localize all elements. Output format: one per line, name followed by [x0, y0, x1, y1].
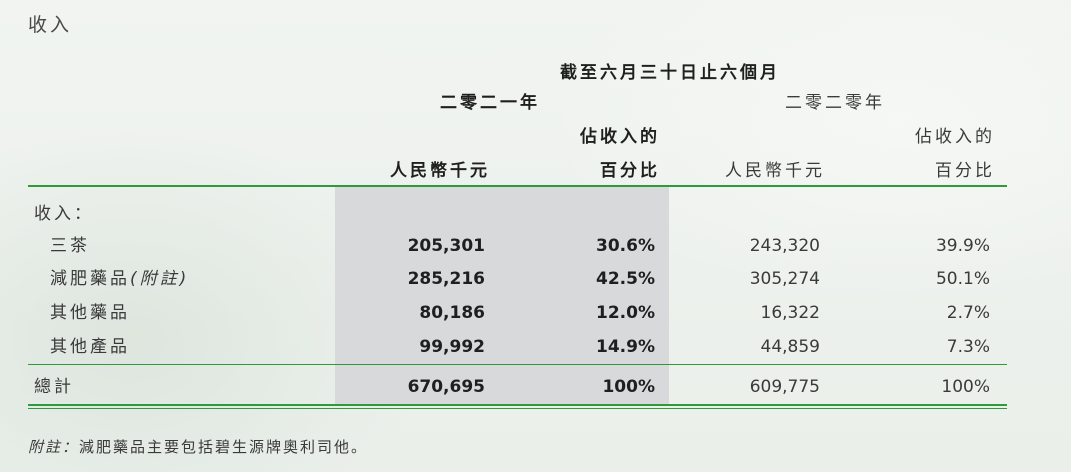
value-2021: 80,186 [419, 303, 485, 323]
pct-header-2020-line1: 佔收入的 [915, 127, 995, 147]
pct-2020: 7.3% [946, 337, 990, 357]
currency-header-2021: 人民幣千元 [390, 161, 490, 181]
subtotal-rule [28, 364, 1007, 365]
total-double-rule-bottom [28, 408, 1007, 409]
section-title: 收入 [28, 14, 73, 36]
pct-header-2021-line1: 佔收入的 [580, 127, 660, 147]
pct-2021: 42.5% [596, 269, 655, 289]
value-2021: 205,301 [407, 236, 485, 256]
year-2021-header: 二零二一年 [440, 93, 540, 113]
total-pct-2021: 100% [602, 377, 655, 397]
value-2021: 285,216 [407, 269, 485, 289]
year-2020-header: 二零二零年 [785, 93, 885, 113]
footnote-prefix: 附註： [28, 438, 80, 456]
row-label-other-drugs: 其他藥品 [50, 303, 130, 323]
total-value-2020: 609,775 [749, 377, 820, 397]
footnote: 附註：減肥藥品主要包括碧生源牌奧利司他。 [28, 436, 368, 457]
period-header: 截至六月三十日止六個月 [560, 63, 780, 83]
current-period-column-shade [335, 186, 669, 406]
currency-header-2020: 人民幣千元 [725, 161, 825, 181]
row-label-other-products: 其他產品 [50, 337, 130, 357]
total-value-2021: 670,695 [407, 377, 485, 397]
pct-2020: 50.1% [935, 269, 990, 289]
header-rule [28, 185, 1007, 187]
pct-header-2020-line2: 百分比 [935, 161, 995, 181]
footnote-text: 減肥藥品主要包括碧生源牌奧利司他。 [79, 438, 369, 456]
value-2020: 305,274 [749, 269, 820, 289]
value-2021: 99,992 [419, 337, 485, 357]
row-label-text: 減肥藥品 [50, 269, 130, 289]
pct-2021: 12.0% [596, 303, 655, 323]
total-pct-2020: 100% [941, 377, 990, 397]
total-label: 總計 [34, 377, 74, 397]
pct-header-2021-line2: 百分比 [600, 161, 660, 181]
pct-2020: 39.9% [935, 236, 990, 256]
row-label-note: (附註) [130, 269, 190, 289]
pct-2020: 2.7% [946, 303, 990, 323]
pct-2021: 14.9% [596, 337, 655, 357]
value-2020: 16,322 [760, 303, 820, 323]
value-2020: 243,320 [749, 236, 820, 256]
group-label: 收入： [34, 204, 94, 224]
row-label-slimming-drugs: 減肥藥品(附註) [50, 268, 189, 290]
pct-2021: 30.6% [596, 236, 655, 256]
value-2020: 44,859 [760, 337, 820, 357]
total-double-rule-top [28, 404, 1007, 406]
row-label-sancha: 三茶 [50, 236, 90, 256]
